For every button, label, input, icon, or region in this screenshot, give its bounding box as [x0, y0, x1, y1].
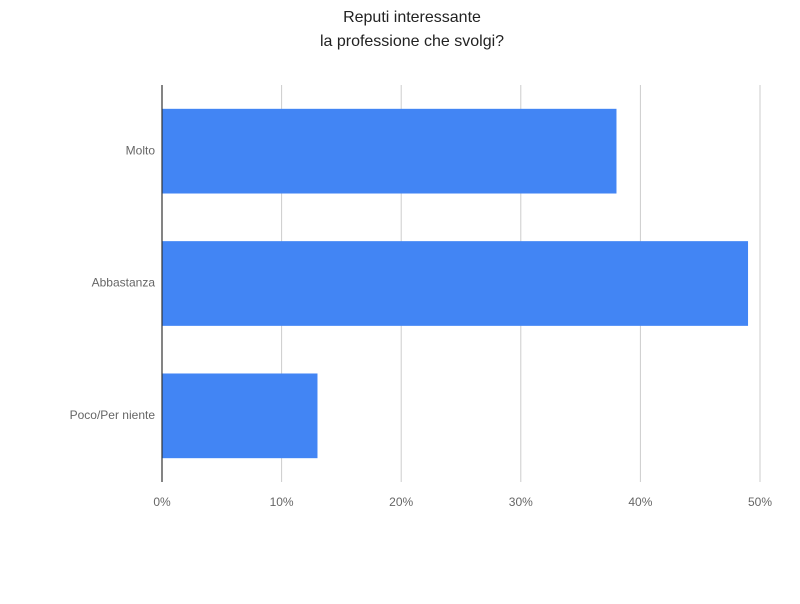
bar [162, 108, 617, 194]
y-tick-label: Molto [126, 143, 156, 157]
bar [162, 373, 318, 459]
chart-title: la professione che svolgi? [320, 33, 504, 50]
x-tick-label: 30% [509, 495, 533, 509]
x-tick-label: 10% [270, 495, 294, 509]
x-tick-label: 40% [628, 495, 652, 509]
chart-title: Reputi interessante [343, 9, 481, 26]
y-tick-label: Poco/Per niente [70, 408, 156, 422]
x-tick-label: 20% [389, 495, 413, 509]
x-tick-label: 50% [748, 495, 772, 509]
y-tick-label: Abbastanza [92, 276, 156, 290]
bar [162, 241, 749, 326]
x-tick-label: 0% [153, 495, 171, 509]
